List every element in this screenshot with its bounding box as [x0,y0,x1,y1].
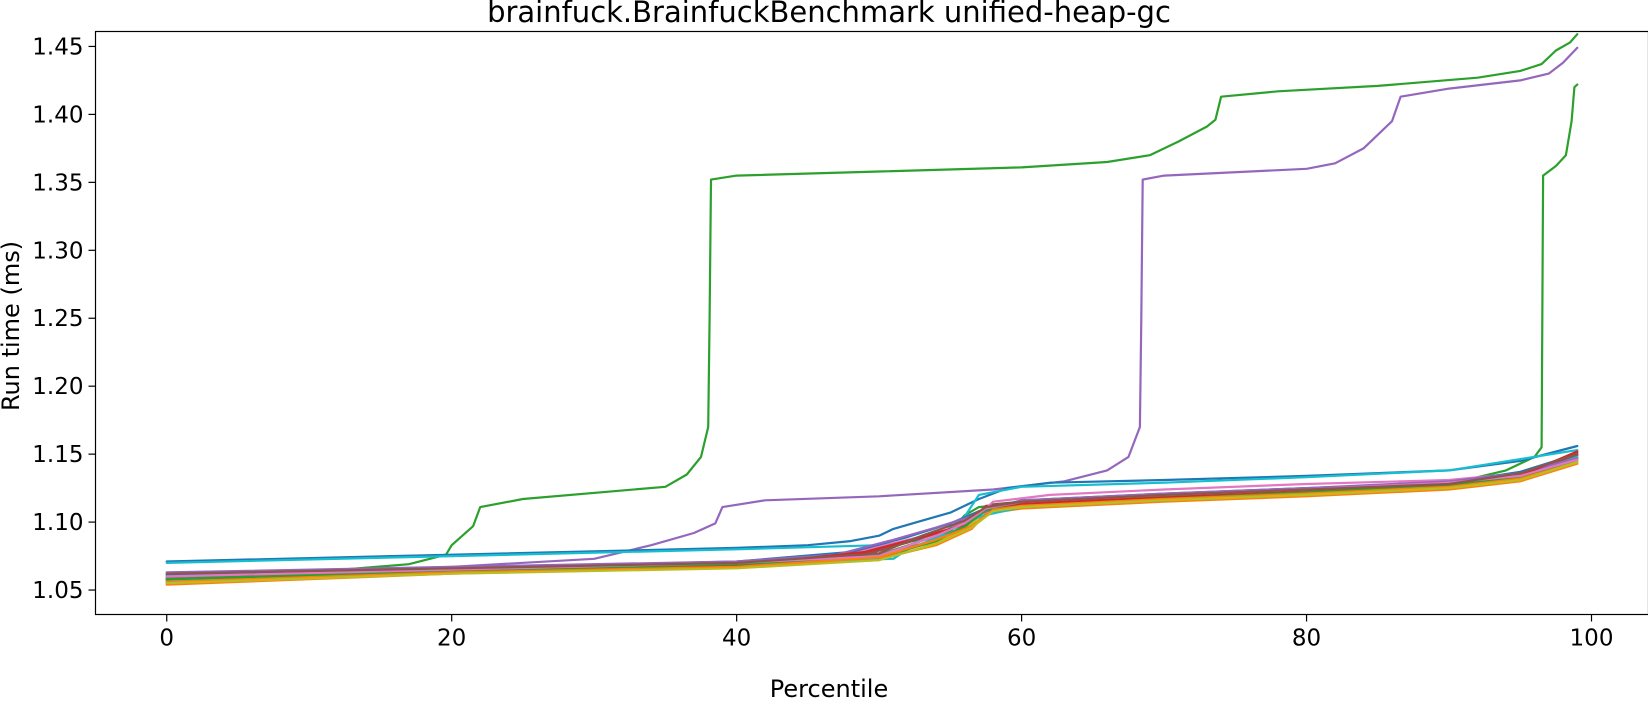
x-tick-label: 20 [437,626,466,652]
y-tick-label: 1.10 [32,510,83,536]
y-tick-label: 1.45 [32,34,83,60]
y-tick-label: 1.05 [32,578,83,604]
series-line-1 [165,33,1579,582]
x-tick-label: 80 [1292,626,1321,652]
y-axis: 1.05 1.10 1.15 1.20 1.25 1.30 1.35 1.40 1.45 [32,34,96,604]
x-tick-label: 0 [159,626,174,652]
y-tick-label: 1.25 [32,306,83,332]
y-tick-label: 1.20 [32,374,83,400]
chart-title: brainfuck.BrainfuckBenchmark unified-hea… [487,0,1171,29]
x-axis-label: Percentile [770,675,888,703]
series-line-20 [165,461,1579,585]
series-line-3 [165,83,1579,585]
series-line-2 [165,46,1579,578]
x-axis: 0 20 40 60 80 100 [159,614,1614,652]
series-line-18 [165,461,1579,584]
series-layer [165,33,1579,586]
x-tick-label: 40 [722,626,751,652]
series-line-16 [165,458,1579,581]
y-axis-label: Run time (ms) [0,241,25,411]
series-line-5 [165,449,1579,565]
y-tick-label: 1.40 [32,102,83,128]
series-line-10 [165,459,1579,584]
y-tick-label: 1.30 [32,238,83,264]
plot-area [94,30,1648,616]
y-tick-label: 1.35 [32,170,83,196]
series-line-19 [165,453,1579,575]
x-tick-label: 100 [1570,626,1614,652]
x-tick-label: 60 [1007,626,1036,652]
series-line-4 [165,444,1579,563]
y-tick-label: 1.15 [32,442,83,468]
